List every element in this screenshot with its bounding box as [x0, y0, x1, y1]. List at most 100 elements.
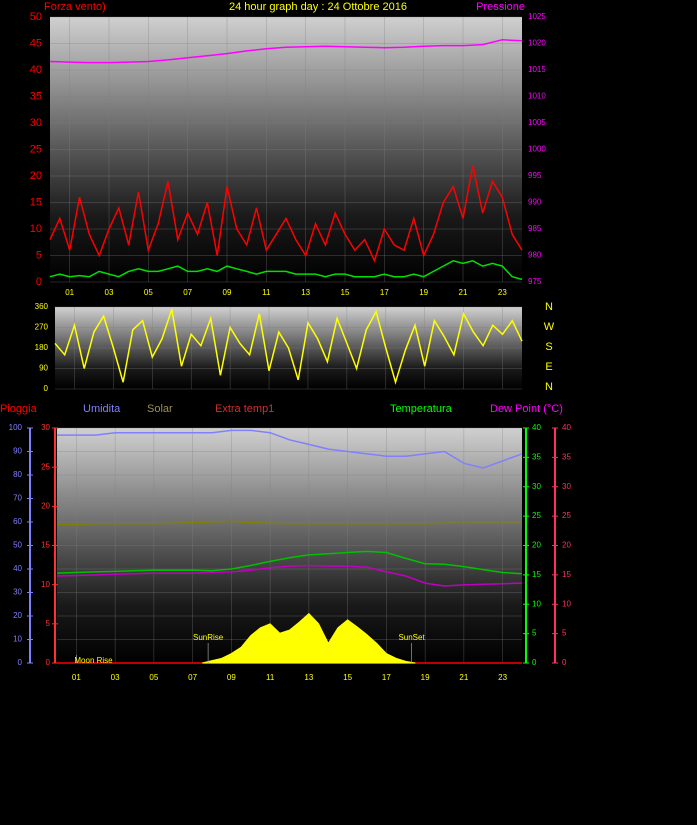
y-tick-label: 90: [13, 447, 22, 456]
y-tick-label: 25: [41, 462, 50, 471]
annotation: Moon Rise: [74, 656, 113, 665]
x-tick-label: 09: [223, 288, 232, 297]
x-tick-label: 07: [188, 673, 197, 682]
y-tick-label: 40: [562, 423, 571, 432]
y-tick-label: 35: [30, 90, 42, 102]
y-tick-label: 5: [36, 249, 42, 261]
line: [57, 520, 522, 526]
x-tick-label: 23: [498, 673, 507, 682]
x-tick-label: 13: [304, 673, 313, 682]
y-tick-label: 15: [532, 570, 541, 579]
compass-label: S: [545, 341, 552, 353]
y-tick-label: 100: [9, 423, 23, 432]
annotation: SunRise: [193, 633, 224, 642]
line: [57, 429, 523, 469]
y-tick-label: 25: [532, 511, 541, 520]
y-tick-label: 10: [532, 599, 541, 608]
y-tick-label: 995: [528, 171, 542, 180]
y-tick-label: 30: [13, 588, 22, 597]
x-tick-label: 09: [227, 673, 236, 682]
y-tick-label: 25: [30, 143, 42, 155]
y-tick-label: 0: [532, 658, 537, 667]
y-tick-label: 20: [562, 541, 571, 550]
y-tick-label: 25: [562, 511, 571, 520]
y-tick-label: 985: [528, 224, 542, 233]
y-tick-label: 1010: [528, 92, 546, 101]
y-tick-label: 980: [528, 251, 542, 260]
chart-title: 24 hour graph day : 24 Ottobre 2016: [229, 1, 407, 13]
y-tick-label: 20: [532, 541, 541, 550]
y-tick-label: 180: [35, 343, 49, 352]
x-tick-label: 11: [266, 673, 275, 682]
compass-label: E: [545, 361, 552, 373]
legend-label: Temperatura: [390, 403, 453, 415]
y-tick-label: 990: [528, 198, 542, 207]
y-tick-label: 270: [35, 323, 49, 332]
x-tick-label: 19: [419, 288, 428, 297]
y-tick-label: 10: [562, 599, 571, 608]
x-tick-label: 07: [183, 288, 192, 297]
x-tick-label: 19: [421, 673, 430, 682]
compass-label: N: [545, 381, 553, 393]
y-tick-label: 5: [46, 619, 51, 628]
y-tick-label: 45: [30, 37, 42, 49]
y-tick-label: 30: [30, 117, 42, 129]
y-tick-label: 30: [562, 482, 571, 491]
y-tick-label: 30: [532, 482, 541, 491]
y-tick-label: 30: [41, 423, 50, 432]
x-tick-label: 01: [72, 673, 81, 682]
line: [49, 39, 523, 64]
y-tick-label: 20: [41, 501, 50, 510]
y-tick-label: 60: [13, 517, 22, 526]
line: [49, 259, 523, 281]
y-tick-label: 10: [41, 580, 50, 589]
y-axis-label: Forza vento): [44, 1, 106, 13]
x-tick-label: 21: [459, 288, 468, 297]
x-tick-label: 03: [105, 288, 114, 297]
y-tick-label: 1005: [528, 118, 546, 127]
x-tick-label: 05: [144, 288, 153, 297]
y-tick-label: 975: [528, 277, 542, 286]
line: [54, 309, 523, 385]
y-tick-label: 1025: [528, 12, 546, 21]
x-tick-label: 15: [343, 673, 352, 682]
y-tick-label: 50: [30, 11, 42, 23]
y2-axis-label: Pressione: [476, 1, 525, 13]
x-tick-label: 23: [498, 288, 507, 297]
legend-label: Pioggia: [0, 403, 38, 415]
x-tick-label: 05: [149, 673, 158, 682]
line: [56, 564, 523, 587]
y-tick-label: 5: [562, 629, 567, 638]
y-tick-label: 15: [30, 196, 42, 208]
y-tick-label: 35: [532, 452, 541, 461]
y-tick-label: 0: [36, 276, 42, 288]
line: [49, 165, 523, 263]
y-tick-label: 0: [46, 658, 51, 667]
y-tick-label: 10: [30, 223, 42, 235]
x-tick-label: 13: [301, 288, 310, 297]
x-tick-label: 21: [459, 673, 468, 682]
y-tick-label: 50: [13, 541, 22, 550]
compass-label: N: [545, 301, 553, 313]
y-tick-label: 35: [562, 452, 571, 461]
x-tick-label: 11: [262, 288, 271, 297]
legend-label: Dew Point (°C): [490, 403, 563, 415]
x-tick-label: 17: [382, 673, 391, 682]
legend-label: Solar: [147, 403, 173, 415]
y-tick-label: 40: [532, 423, 541, 432]
y-tick-label: 0: [44, 384, 49, 393]
x-tick-label: 03: [111, 673, 120, 682]
legend-label: Extra temp1: [215, 403, 274, 415]
x-tick-label: 15: [341, 288, 350, 297]
y-tick-label: 0: [18, 658, 23, 667]
y-tick-label: 80: [13, 470, 22, 479]
area: [202, 612, 416, 664]
compass-label: W: [544, 321, 555, 333]
y-tick-label: 5: [532, 629, 537, 638]
y-tick-label: 15: [41, 541, 50, 550]
y-tick-label: 40: [13, 564, 22, 573]
line: [56, 550, 523, 575]
y-tick-label: 1015: [528, 65, 546, 74]
